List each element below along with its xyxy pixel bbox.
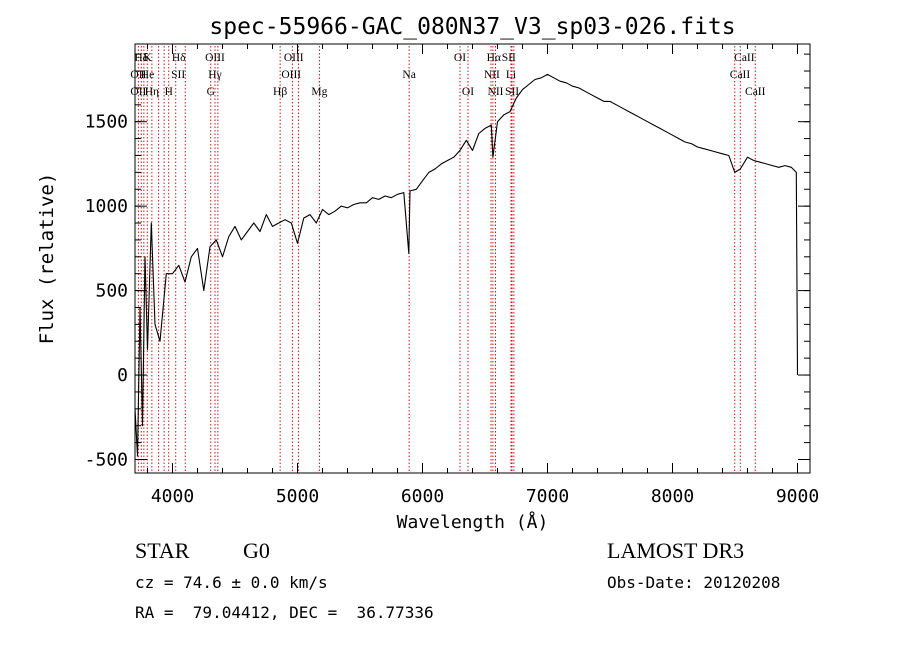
spectral-line-label: SII (171, 69, 185, 81)
ra-dec-readout: RA = 79.04412, DEC = 36.77336 (135, 603, 434, 622)
x-tick-label: 5000 (276, 486, 319, 507)
spectral-line-label: NII (488, 86, 504, 98)
spectral-line-label: OII (130, 69, 146, 81)
spectral-line-label: CaII (745, 86, 766, 98)
y-tick-label: 1000 (85, 196, 128, 217)
spectral-line-label: CaII (730, 69, 751, 81)
spectral-line-label: OIII (205, 52, 225, 64)
spectral-line-label: Hδ (172, 52, 186, 64)
spectral-line-label: K (143, 52, 152, 64)
x-tick-label: 8000 (651, 486, 694, 507)
spectral-line-label: OI (454, 52, 466, 64)
x-tick-label: 4000 (151, 486, 194, 507)
spectral-line-label: CaII (734, 52, 755, 64)
obs-date: Obs-Date: 20120208 (607, 573, 781, 592)
spectral-line-label: H (165, 86, 173, 98)
y-tick-label: 1500 (85, 112, 128, 133)
spectral-line-label: Hα (487, 52, 501, 64)
spectral-line-label: OI (462, 86, 474, 98)
spectral-line-label: SII (505, 86, 519, 98)
spectral-line-label: G (207, 86, 215, 98)
y-tick-label: -500 (85, 449, 128, 470)
spectral-line-label: Hγ (208, 69, 221, 81)
spectral-line-label: NII (484, 69, 500, 81)
spectral-line-label: OIII (281, 69, 301, 81)
spectral-line-label: He (141, 69, 154, 81)
spectral-line-label: SII (502, 52, 516, 64)
plot-frame (134, 43, 811, 474)
spectral-line-label: Hη (145, 86, 159, 98)
spectral-line-label: Li (506, 69, 516, 81)
x-tick-label: 9000 (776, 486, 819, 507)
y-tick-label: 0 (117, 365, 128, 386)
object-class: STAR (135, 538, 190, 563)
spectral-line-label: OII (130, 86, 146, 98)
x-tick-label: 7000 (526, 486, 569, 507)
flux-series (134, 73, 799, 457)
survey-name: LAMOST DR3 (607, 538, 745, 563)
spectral-line-label: Na (402, 69, 415, 81)
spectral-line-label: Mg (311, 86, 327, 98)
spectral-line-label: Hβ (273, 86, 287, 98)
spectral-line-label: OIII (284, 52, 304, 64)
chart-title: spec-55966-GAC_080N37_V3_sp03-026.fits (209, 14, 735, 40)
y-tick-label: 500 (95, 281, 128, 302)
spectral-line-label: Hδ (134, 52, 148, 64)
x-axis-label: Wavelength (Å) (397, 511, 549, 533)
subclass: G0 (243, 538, 270, 563)
x-tick-label: 6000 (401, 486, 444, 507)
redshift-readout: cz = 74.6 ± 0.0 km/s (135, 573, 328, 592)
y-axis-label: Flux (relative) (36, 173, 58, 345)
